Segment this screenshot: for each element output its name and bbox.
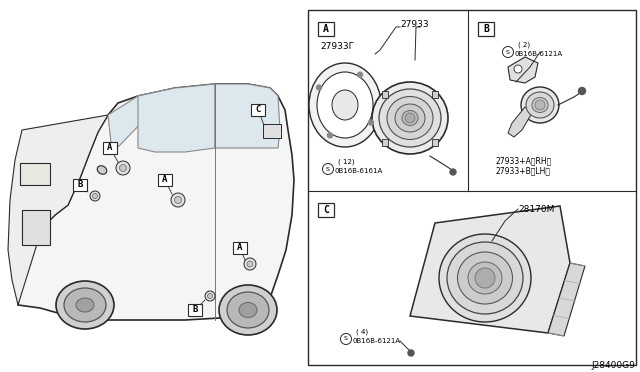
Bar bbox=[318, 203, 334, 217]
Ellipse shape bbox=[468, 262, 502, 294]
Ellipse shape bbox=[439, 234, 531, 322]
Circle shape bbox=[340, 334, 351, 344]
Bar bbox=[308, 10, 636, 365]
Ellipse shape bbox=[239, 302, 257, 317]
Text: ( 12): ( 12) bbox=[338, 159, 355, 165]
Ellipse shape bbox=[317, 72, 373, 138]
Bar bbox=[188, 304, 202, 316]
Circle shape bbox=[450, 169, 456, 175]
Text: S: S bbox=[326, 167, 330, 171]
Circle shape bbox=[535, 100, 545, 110]
Bar bbox=[381, 91, 388, 98]
Circle shape bbox=[408, 350, 414, 356]
Circle shape bbox=[475, 268, 495, 288]
Text: 27933Γ: 27933Γ bbox=[320, 42, 354, 51]
Circle shape bbox=[120, 164, 127, 171]
Bar bbox=[263, 124, 281, 138]
Text: A: A bbox=[163, 174, 168, 183]
Text: 27933+A（RH）: 27933+A（RH） bbox=[496, 157, 552, 166]
Text: A: A bbox=[323, 24, 329, 34]
Ellipse shape bbox=[372, 82, 448, 154]
Polygon shape bbox=[508, 107, 532, 137]
Text: 0B16B-6121A: 0B16B-6121A bbox=[353, 338, 401, 344]
Text: ( 4): ( 4) bbox=[356, 329, 368, 335]
Bar bbox=[73, 179, 87, 191]
Ellipse shape bbox=[387, 96, 433, 140]
Ellipse shape bbox=[379, 89, 441, 147]
Polygon shape bbox=[508, 57, 538, 83]
Ellipse shape bbox=[97, 166, 107, 174]
Circle shape bbox=[369, 120, 374, 125]
Circle shape bbox=[90, 191, 100, 201]
Circle shape bbox=[116, 161, 130, 175]
Ellipse shape bbox=[458, 252, 513, 304]
Text: S: S bbox=[344, 337, 348, 341]
Bar bbox=[318, 22, 334, 36]
Ellipse shape bbox=[219, 285, 277, 335]
Circle shape bbox=[205, 291, 215, 301]
Bar bbox=[478, 22, 494, 36]
Text: 0B16B-6161A: 0B16B-6161A bbox=[335, 168, 383, 174]
Ellipse shape bbox=[521, 87, 559, 123]
Bar bbox=[103, 142, 117, 154]
Bar bbox=[158, 174, 172, 186]
Polygon shape bbox=[215, 84, 280, 148]
Circle shape bbox=[171, 193, 185, 207]
Text: ( 2): ( 2) bbox=[518, 42, 530, 48]
Ellipse shape bbox=[76, 298, 94, 312]
Text: 0B16B-6121A: 0B16B-6121A bbox=[515, 51, 563, 57]
Text: J28400G9: J28400G9 bbox=[591, 362, 635, 371]
Circle shape bbox=[175, 196, 182, 203]
Circle shape bbox=[514, 65, 522, 73]
Bar bbox=[251, 104, 265, 116]
Circle shape bbox=[317, 85, 321, 90]
Circle shape bbox=[328, 133, 333, 138]
Circle shape bbox=[207, 294, 212, 298]
Ellipse shape bbox=[526, 92, 554, 118]
Text: C: C bbox=[255, 105, 260, 113]
Text: B: B bbox=[483, 24, 489, 34]
Text: B: B bbox=[77, 180, 83, 189]
Circle shape bbox=[323, 164, 333, 174]
Polygon shape bbox=[548, 263, 585, 336]
Ellipse shape bbox=[64, 288, 106, 322]
Circle shape bbox=[405, 113, 415, 123]
Text: A: A bbox=[108, 142, 113, 151]
Polygon shape bbox=[8, 115, 108, 305]
Bar bbox=[381, 139, 388, 146]
Polygon shape bbox=[108, 88, 175, 152]
Ellipse shape bbox=[532, 97, 548, 112]
Bar bbox=[20, 163, 50, 185]
Circle shape bbox=[502, 46, 513, 58]
Bar bbox=[433, 139, 438, 146]
Polygon shape bbox=[18, 84, 294, 320]
Ellipse shape bbox=[227, 292, 269, 328]
Circle shape bbox=[244, 258, 256, 270]
Ellipse shape bbox=[447, 242, 523, 314]
Ellipse shape bbox=[332, 90, 358, 120]
Text: B: B bbox=[192, 305, 198, 314]
Text: S: S bbox=[506, 49, 510, 55]
Ellipse shape bbox=[395, 104, 425, 132]
Circle shape bbox=[579, 87, 586, 94]
Polygon shape bbox=[410, 206, 570, 333]
Circle shape bbox=[247, 261, 253, 267]
Text: 27933+B（LH）: 27933+B（LH） bbox=[496, 167, 551, 176]
Ellipse shape bbox=[309, 63, 381, 147]
Polygon shape bbox=[138, 84, 215, 152]
Text: C: C bbox=[323, 205, 329, 215]
Ellipse shape bbox=[56, 281, 114, 329]
Ellipse shape bbox=[402, 110, 418, 125]
Text: 28170M: 28170M bbox=[518, 205, 554, 214]
Text: 27933: 27933 bbox=[400, 19, 429, 29]
Bar bbox=[233, 242, 247, 254]
Bar bbox=[22, 210, 50, 245]
Circle shape bbox=[358, 72, 362, 77]
Bar bbox=[433, 91, 438, 98]
Circle shape bbox=[93, 193, 97, 199]
Text: A: A bbox=[237, 243, 243, 251]
